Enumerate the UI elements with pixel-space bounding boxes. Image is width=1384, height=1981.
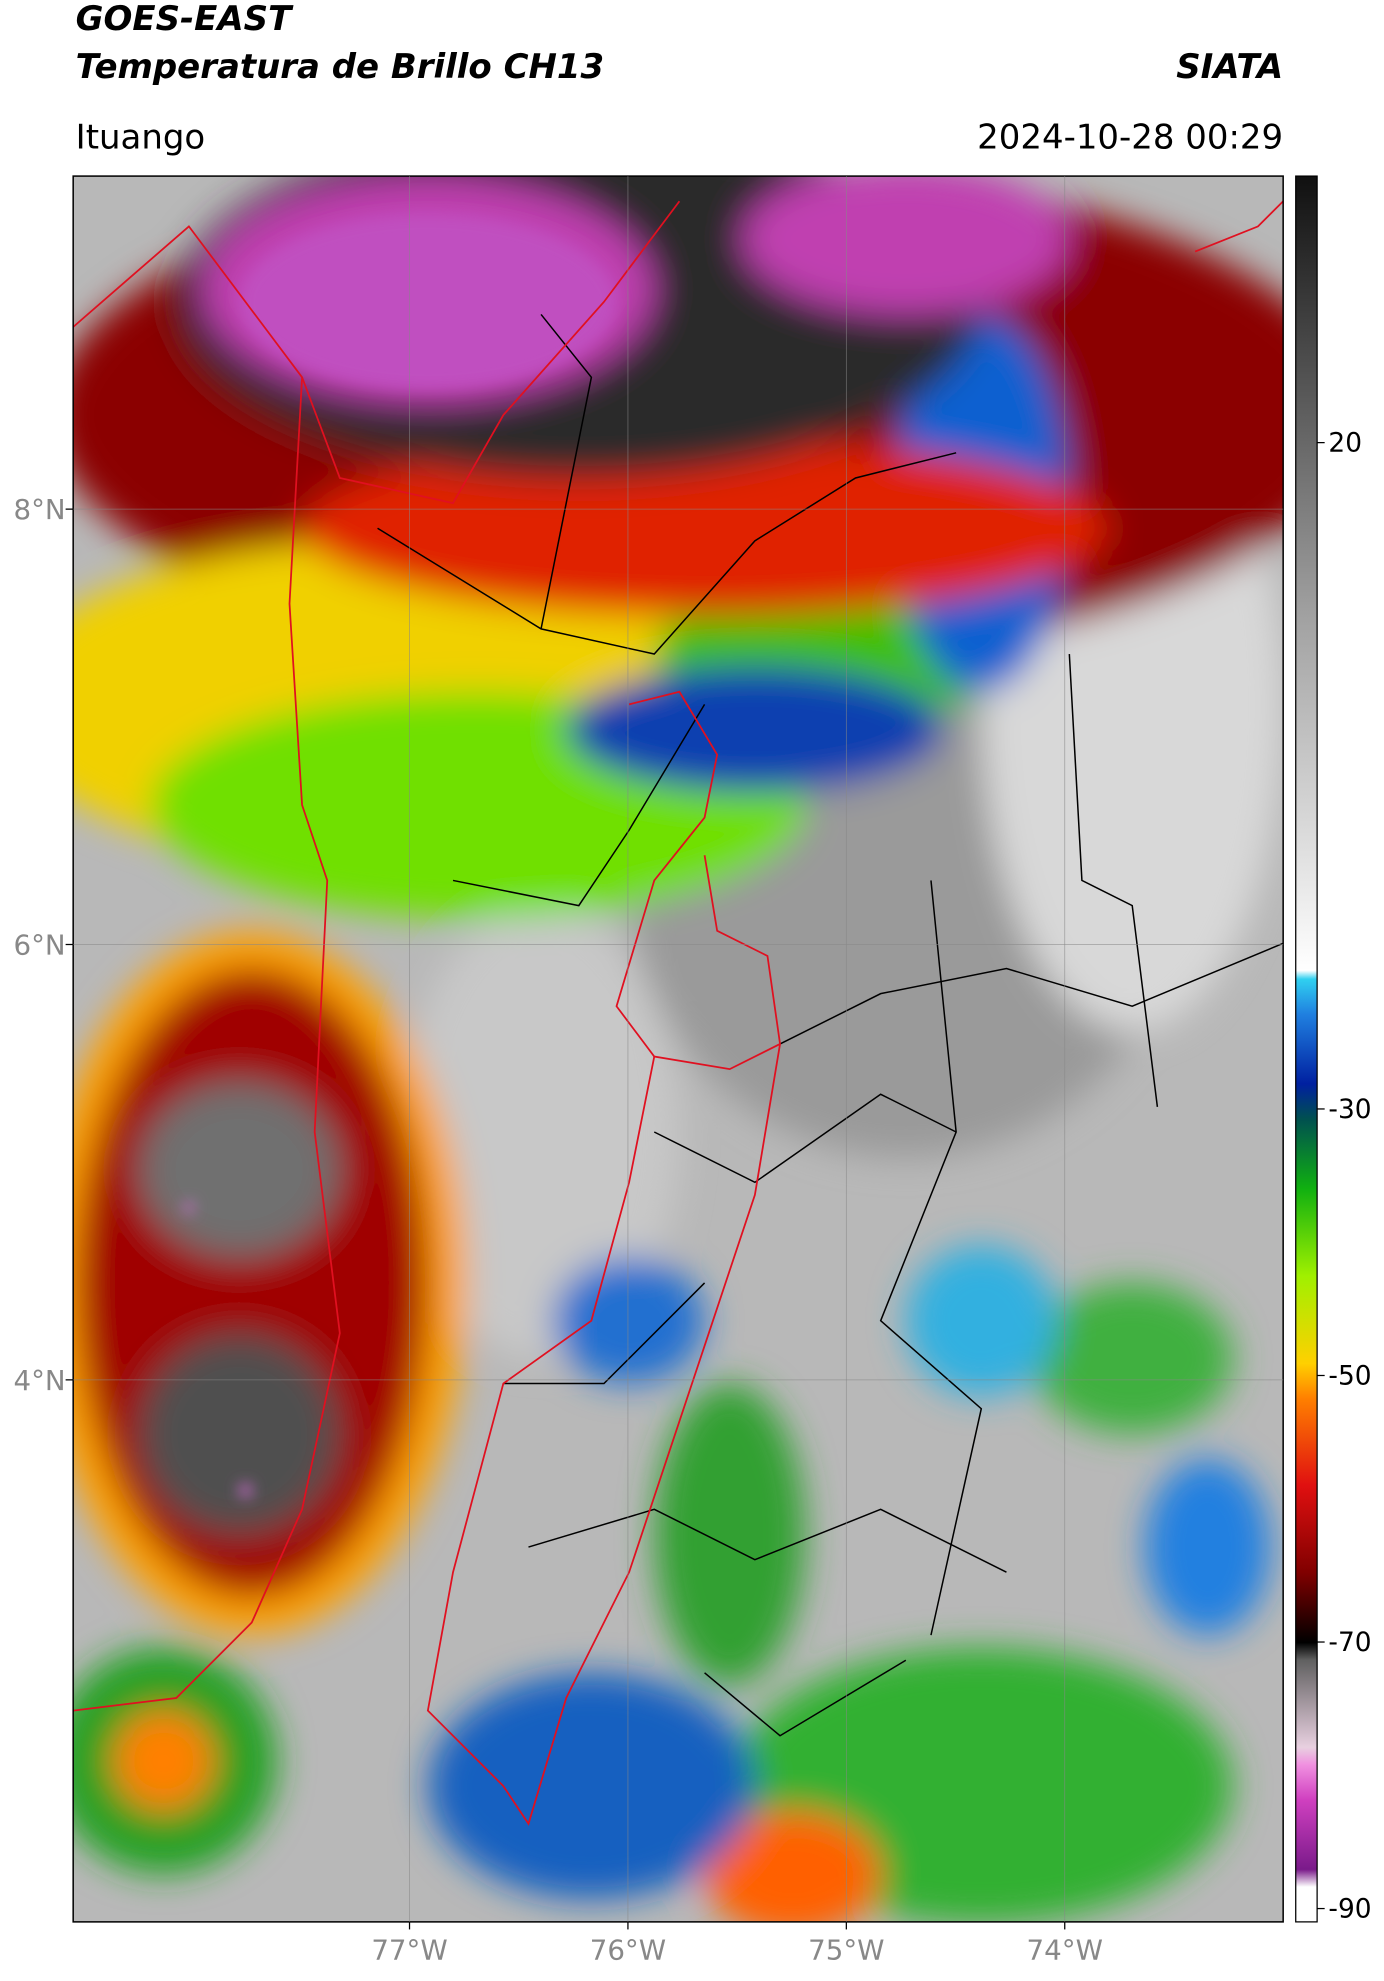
location: Ituango	[76, 117, 206, 157]
datetime: 2024-10-28 00:29	[977, 117, 1283, 157]
satellite-image	[73, 176, 1284, 1922]
title: GOES-EAST	[76, 0, 294, 39]
colorbar-tick-label: -50	[1328, 1360, 1371, 1391]
colorbar-tick-label: -30	[1328, 1094, 1371, 1125]
x-tick-label: 77°W	[371, 1934, 447, 1967]
x-tick-label: 76°W	[590, 1934, 666, 1967]
colorbar	[1295, 175, 1318, 1923]
y-tick-label: 6°N	[14, 929, 66, 962]
source: SIATA	[1176, 47, 1283, 87]
y-tick-label: 8°N	[14, 493, 66, 526]
map-frame	[72, 175, 1284, 1923]
subtitle: Temperatura de Brillo CH13	[76, 47, 604, 87]
colorbar-tick-label: 20	[1328, 427, 1362, 458]
colorbar-tick-label: -70	[1328, 1627, 1371, 1658]
x-tick-label: 74°W	[1027, 1934, 1103, 1967]
x-tick-label: 75°W	[808, 1934, 884, 1967]
y-tick-label: 4°N	[14, 1364, 66, 1397]
colorbar-tick-label: -90	[1328, 1893, 1371, 1924]
